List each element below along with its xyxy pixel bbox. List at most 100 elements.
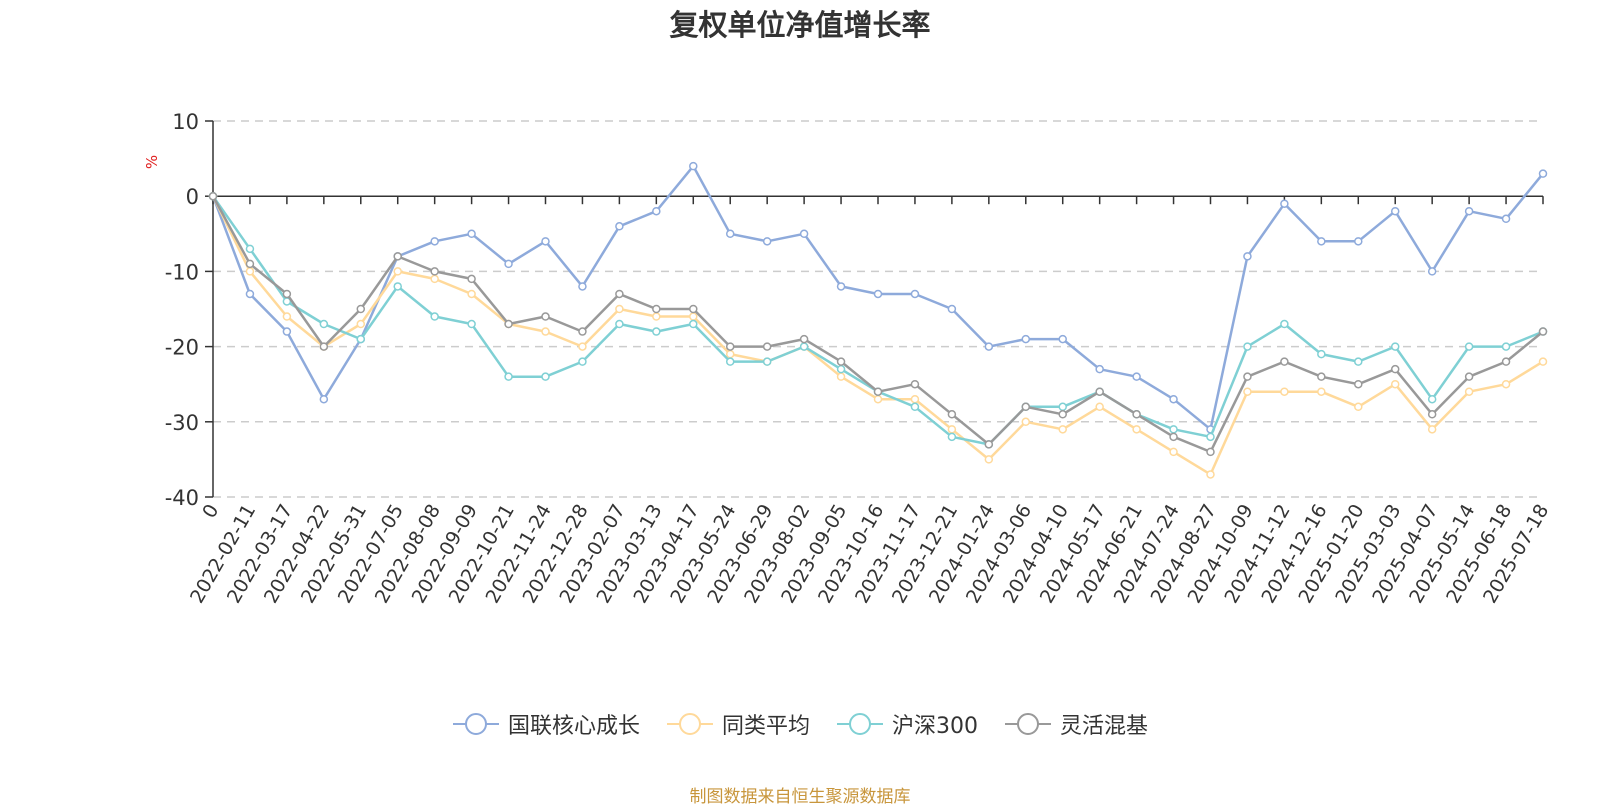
- data-point: [725, 349, 735, 359]
- y-tick-label: 0: [186, 185, 199, 209]
- legend-item-4[interactable]: 灵活混基: [1004, 708, 1148, 740]
- line-chart: 100-10-20-30-40%02022-02-112022-03-17202…: [143, 110, 1553, 607]
- data-point: [393, 282, 402, 291]
- data-point: [1169, 447, 1178, 457]
- data-point: [1021, 402, 1031, 412]
- data-point: [1058, 410, 1067, 419]
- legend-marker-icon: [837, 713, 883, 735]
- data-point: [1058, 334, 1067, 344]
- data-point: [282, 312, 292, 321]
- data-point: [836, 357, 846, 366]
- data-point: [689, 319, 698, 329]
- legend-marker-icon: [666, 713, 713, 735]
- chart-title: 复权单位净值增长率: [669, 8, 931, 42]
- data-point: [799, 229, 809, 239]
- data-point: [1501, 214, 1511, 224]
- data-point: [1243, 372, 1252, 381]
- data-point: [319, 342, 329, 351]
- data-point: [1206, 447, 1215, 457]
- data-point: [1464, 372, 1474, 381]
- gridlines: [213, 120, 1543, 498]
- data-point: [208, 191, 218, 201]
- data-point: [910, 289, 920, 299]
- data-point: [947, 410, 957, 419]
- data-source-note: 制图数据来自恒生聚源数据库: [689, 787, 911, 807]
- data-point: [1354, 402, 1363, 412]
- data-point: [873, 387, 883, 396]
- data-point: [910, 379, 920, 389]
- data-point: [615, 319, 624, 329]
- data-point: [578, 327, 587, 336]
- data-point: [578, 357, 587, 366]
- data-point: [1132, 425, 1141, 434]
- y-tick-label: -10: [165, 260, 199, 284]
- data-point: [319, 394, 329, 404]
- data-point: [1390, 342, 1400, 351]
- data-point: [615, 289, 624, 299]
- data-point: [1280, 387, 1289, 396]
- data-point: [430, 237, 439, 246]
- data-point: [504, 259, 513, 269]
- data-point: [615, 222, 624, 231]
- data-point: [1427, 425, 1437, 434]
- series-line-4: [211, 195, 1544, 454]
- data-point: [1095, 364, 1104, 374]
- legend-marker-icon: [1005, 713, 1051, 735]
- data-point: [1058, 425, 1067, 434]
- data-point: [1317, 349, 1326, 359]
- data-point: [319, 319, 329, 329]
- data-point: [393, 267, 402, 276]
- data-point: [1427, 394, 1437, 404]
- data-point: [689, 304, 698, 314]
- data-point: [1169, 432, 1178, 442]
- data-point: [725, 342, 735, 351]
- data-point: [1280, 357, 1289, 366]
- data-point: [1354, 357, 1363, 366]
- data-point: [541, 372, 550, 381]
- data-point: [1390, 206, 1400, 216]
- data-point: [393, 252, 402, 261]
- data-point: [1317, 387, 1326, 396]
- data-point: [799, 334, 809, 344]
- data-point: [1427, 267, 1437, 276]
- legend-item-3[interactable]: 沪深300: [836, 708, 978, 740]
- legend-item-1[interactable]: 国联核心成长: [452, 708, 640, 740]
- y-tick-label: -20: [165, 336, 199, 360]
- data-point: [615, 304, 624, 314]
- data-point: [578, 282, 587, 291]
- data-point: [1427, 410, 1437, 419]
- legend-item-2[interactable]: 同类平均: [666, 708, 810, 740]
- data-point: [725, 357, 735, 366]
- data-point: [725, 229, 735, 239]
- data-point: [1132, 372, 1141, 381]
- data-point: [430, 267, 439, 276]
- data-point: [836, 282, 846, 291]
- data-point: [541, 237, 550, 246]
- data-point: [910, 394, 920, 404]
- data-point: [356, 304, 366, 314]
- data-point: [245, 289, 255, 299]
- data-point: [467, 229, 476, 239]
- data-point: [762, 237, 772, 246]
- data-point: [1538, 169, 1548, 178]
- series-lines: [208, 161, 1548, 479]
- data-point: [1538, 357, 1548, 366]
- data-point: [1206, 432, 1215, 442]
- data-point: [1317, 372, 1326, 381]
- data-point: [1501, 379, 1511, 389]
- data-point: [467, 274, 476, 284]
- data-point: [504, 372, 513, 381]
- data-point: [430, 312, 439, 321]
- data-point: [947, 432, 957, 442]
- data-point: [762, 342, 772, 351]
- data-point: [1501, 357, 1511, 366]
- data-point: [245, 267, 255, 276]
- data-point: [1243, 252, 1252, 261]
- data-point: [504, 319, 513, 329]
- data-point: [1501, 342, 1511, 351]
- data-point: [1538, 327, 1548, 336]
- data-point: [1132, 410, 1141, 419]
- legend-label: 灵活混基: [1060, 714, 1149, 739]
- data-point: [1243, 387, 1252, 396]
- data-point: [1390, 364, 1400, 374]
